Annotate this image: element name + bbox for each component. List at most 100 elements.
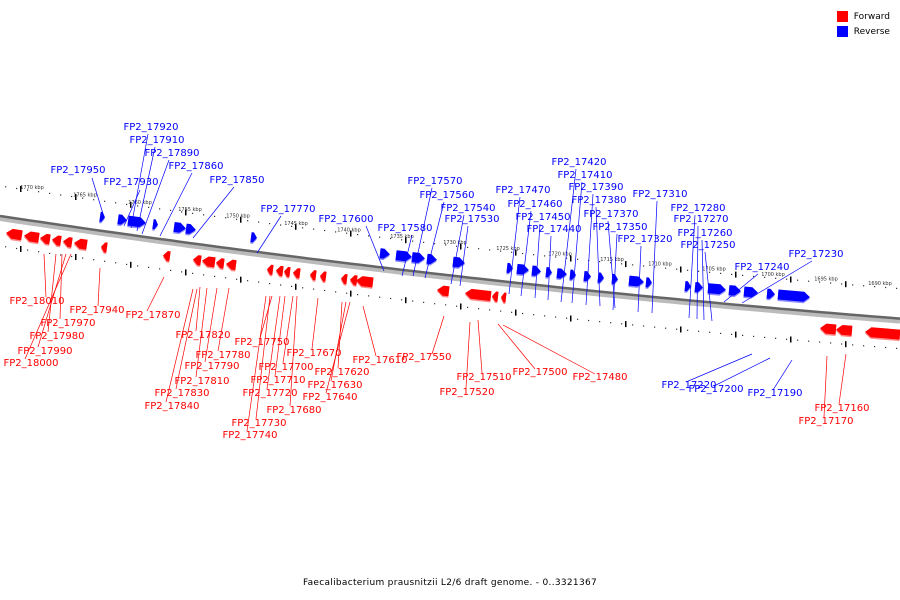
- gene-label[interactable]: FP2_17730: [232, 418, 287, 429]
- gene-label[interactable]: FP2_17630: [308, 380, 363, 391]
- reverse-gene[interactable]: [556, 268, 567, 281]
- reverse-gene[interactable]: [250, 232, 257, 244]
- gene-label[interactable]: FP2_17310: [633, 189, 688, 200]
- gene-label[interactable]: FP2_17580: [378, 223, 433, 234]
- forward-gene[interactable]: [23, 231, 40, 245]
- gene-label[interactable]: FP2_17780: [196, 350, 251, 361]
- gene-label[interactable]: FP2_17870: [126, 310, 181, 321]
- gene-label[interactable]: FP2_17820: [176, 330, 231, 341]
- gene-label[interactable]: FP2_17950: [51, 165, 106, 176]
- gene-label[interactable]: FP2_17160: [815, 403, 870, 414]
- gene-label[interactable]: FP2_17570: [408, 176, 463, 187]
- gene-label[interactable]: FP2_17810: [175, 376, 230, 387]
- forward-gene[interactable]: [436, 285, 450, 298]
- reverse-gene[interactable]: [766, 288, 775, 301]
- forward-gene[interactable]: [201, 256, 216, 269]
- gene-label[interactable]: FP2_17560: [420, 190, 475, 201]
- reverse-gene[interactable]: [185, 223, 196, 237]
- reverse-gene[interactable]: [127, 215, 146, 230]
- gene-label[interactable]: FP2_17970: [41, 318, 96, 329]
- gene-label[interactable]: FP2_17450: [516, 212, 571, 223]
- gene-label[interactable]: FP2_17830: [155, 388, 210, 399]
- reverse-gene[interactable]: [545, 267, 552, 279]
- gene-label[interactable]: FP2_17710: [251, 375, 306, 386]
- gene-label[interactable]: FP2_17440: [527, 224, 582, 235]
- reverse-gene[interactable]: [99, 211, 106, 224]
- reverse-gene[interactable]: [411, 252, 425, 265]
- gene-label[interactable]: FP2_17610: [353, 355, 408, 366]
- reverse-gene[interactable]: [583, 270, 591, 283]
- gene-label[interactable]: FP2_17910: [130, 135, 185, 146]
- gene-label[interactable]: FP2_17460: [508, 199, 563, 210]
- gene-label[interactable]: FP2_18010: [10, 296, 65, 307]
- gene-label[interactable]: FP2_17510: [457, 372, 512, 383]
- gene-label[interactable]: FP2_17520: [440, 387, 495, 398]
- reverse-gene[interactable]: [173, 221, 186, 235]
- reverse-gene[interactable]: [506, 262, 513, 275]
- gene-label[interactable]: FP2_17280: [671, 203, 726, 214]
- gene-label[interactable]: FP2_17790: [185, 361, 240, 372]
- forward-gene[interactable]: [319, 271, 327, 284]
- forward-gene[interactable]: [215, 258, 225, 271]
- forward-gene[interactable]: [292, 268, 301, 280]
- forward-gene[interactable]: [500, 292, 507, 305]
- forward-gene[interactable]: [5, 228, 23, 242]
- gene-label[interactable]: FP2_17420: [552, 157, 607, 168]
- forward-gene[interactable]: [349, 275, 358, 287]
- gene-label[interactable]: FP2_17480: [573, 372, 628, 383]
- gene-label[interactable]: FP2_17410: [558, 170, 613, 181]
- gene-label[interactable]: FP2_17860: [169, 161, 224, 172]
- gene-label[interactable]: FP2_17940: [70, 305, 125, 316]
- forward-gene[interactable]: [340, 274, 348, 286]
- forward-gene[interactable]: [819, 323, 837, 336]
- gene-label[interactable]: FP2_17220: [662, 380, 717, 391]
- gene-label[interactable]: FP2_17240: [735, 262, 790, 273]
- gene-label[interactable]: FP2_17770: [261, 204, 316, 215]
- gene-label[interactable]: FP2_17530: [445, 214, 500, 225]
- gene-label[interactable]: FP2_17980: [30, 331, 85, 342]
- reverse-gene[interactable]: [426, 253, 437, 267]
- forward-gene[interactable]: [283, 266, 291, 279]
- forward-gene[interactable]: [39, 233, 51, 246]
- gene-label[interactable]: FP2_17840: [145, 401, 200, 412]
- reverse-gene[interactable]: [152, 219, 159, 231]
- gene-label[interactable]: FP2_17670: [287, 348, 342, 359]
- gene-label[interactable]: FP2_17920: [124, 122, 179, 133]
- gene-label[interactable]: FP2_17740: [223, 430, 278, 441]
- reverse-gene[interactable]: [684, 281, 691, 293]
- reverse-gene[interactable]: [728, 285, 741, 298]
- forward-gene[interactable]: [864, 327, 900, 342]
- gene-label[interactable]: FP2_17320: [618, 234, 673, 245]
- gene-label[interactable]: FP2_17540: [441, 203, 496, 214]
- gene-label[interactable]: FP2_17990: [18, 346, 73, 357]
- gene-label[interactable]: FP2_17350: [593, 222, 648, 233]
- forward-gene[interactable]: [192, 255, 202, 267]
- gene-label[interactable]: FP2_17230: [789, 249, 844, 260]
- gene-label[interactable]: FP2_17370: [584, 209, 639, 220]
- reverse-gene[interactable]: [531, 265, 541, 278]
- reverse-gene[interactable]: [628, 275, 644, 289]
- gene-label[interactable]: FP2_17600: [319, 214, 374, 225]
- gene-label[interactable]: FP2_18000: [4, 358, 59, 369]
- gene-label[interactable]: FP2_17190: [748, 388, 803, 399]
- forward-gene[interactable]: [464, 288, 492, 303]
- forward-gene[interactable]: [491, 291, 499, 304]
- forward-gene[interactable]: [275, 265, 284, 278]
- gene-label[interactable]: FP2_17390: [569, 182, 624, 193]
- reverse-gene[interactable]: [395, 250, 412, 263]
- reverse-gene[interactable]: [694, 281, 703, 294]
- reverse-gene[interactable]: [516, 263, 529, 277]
- gene-label[interactable]: FP2_17500: [513, 367, 568, 378]
- reverse-gene[interactable]: [569, 269, 576, 282]
- forward-gene[interactable]: [309, 270, 317, 282]
- reverse-gene[interactable]: [117, 214, 128, 227]
- gene-label[interactable]: FP2_17750: [235, 337, 290, 348]
- gene-label[interactable]: FP2_17270: [674, 214, 729, 225]
- forward-gene[interactable]: [835, 324, 853, 338]
- forward-gene[interactable]: [225, 259, 237, 272]
- forward-gene[interactable]: [162, 250, 171, 263]
- gene-label[interactable]: FP2_17260: [678, 228, 733, 239]
- gene-label[interactable]: FP2_17200: [689, 384, 744, 395]
- gene-label[interactable]: FP2_17930: [104, 177, 159, 188]
- forward-gene[interactable]: [73, 238, 88, 252]
